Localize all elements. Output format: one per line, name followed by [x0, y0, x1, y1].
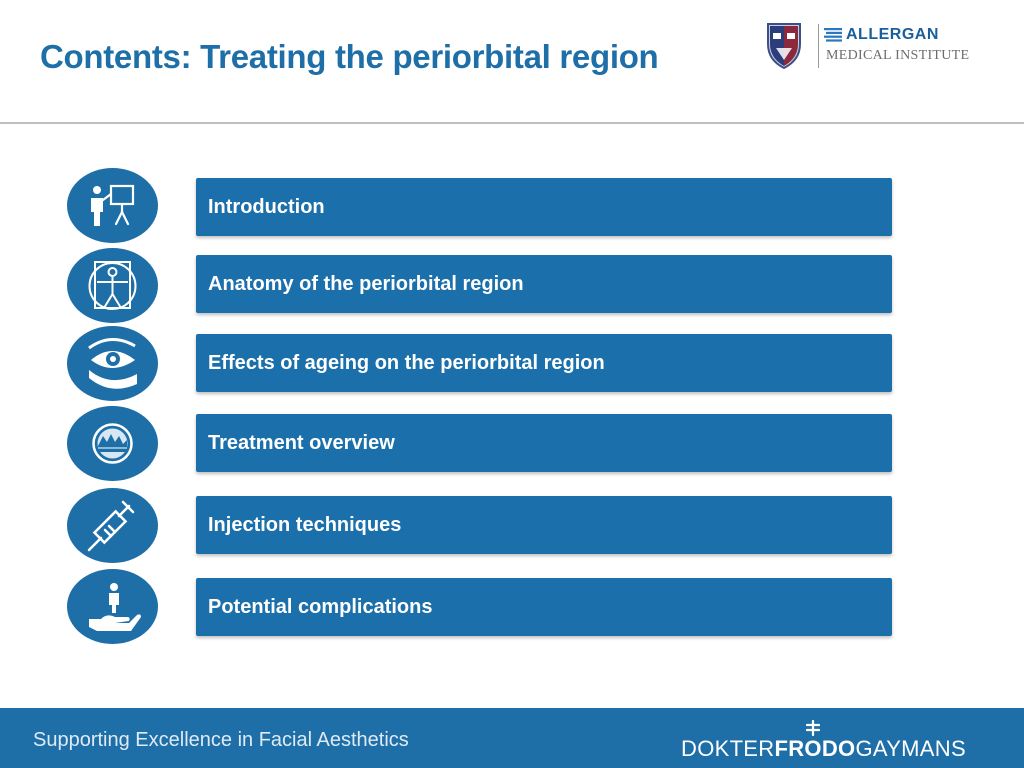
brand-part-3: GAYMANS [855, 736, 966, 761]
skin-layers-icon [67, 406, 158, 481]
hand-care-icon [67, 569, 158, 644]
page-title: Contents: Treating the periorbital regio… [40, 38, 659, 75]
logo-subtitle: MEDICAL INSTITUTE [826, 48, 970, 63]
contents-item-label: Anatomy of the periorbital region [208, 273, 524, 295]
brand-wordmark: DOKTERFRODOGAYMANS [681, 736, 966, 762]
brand-part-1: DOKTER [681, 736, 775, 761]
allergan-logo: ALLERGAN MEDICAL INSTITUTE [764, 20, 1004, 72]
contents-item-label: Potential complications [208, 596, 433, 618]
contents-item-label: Introduction [208, 196, 325, 218]
allergan-mark-icon [824, 28, 842, 42]
vitruvian-man-icon [67, 248, 158, 323]
syringe-icon [67, 488, 158, 563]
contents-item-anatomy[interactable]: Anatomy of the periorbital region [196, 255, 892, 313]
contents-item-label: Effects of ageing on the periorbital reg… [208, 352, 605, 374]
contents-item-label: Injection techniques [208, 514, 402, 536]
shield-icon [767, 23, 801, 70]
header-divider [0, 122, 1024, 124]
contents-item-ageing-effects[interactable]: Effects of ageing on the periorbital reg… [196, 334, 892, 392]
cross-icon [806, 720, 820, 736]
presenter-icon [67, 168, 158, 243]
contents-item-potential-complications[interactable]: Potential complications [196, 578, 892, 636]
footer-bar: Supporting Excellence in Facial Aestheti… [0, 708, 1024, 768]
eye-icon [67, 326, 158, 401]
contents-item-injection-techniques[interactable]: Injection techniques [196, 496, 892, 554]
contents-item-treatment-overview[interactable]: Treatment overview [196, 414, 892, 472]
brand-part-2: FRODO [774, 736, 856, 761]
footer-tagline: Supporting Excellence in Facial Aestheti… [33, 729, 409, 751]
logo-divider [818, 24, 819, 68]
contents-item-label: Treatment overview [208, 432, 395, 454]
logo-name: ALLERGAN [846, 26, 939, 43]
contents-item-introduction[interactable]: Introduction [196, 178, 892, 236]
